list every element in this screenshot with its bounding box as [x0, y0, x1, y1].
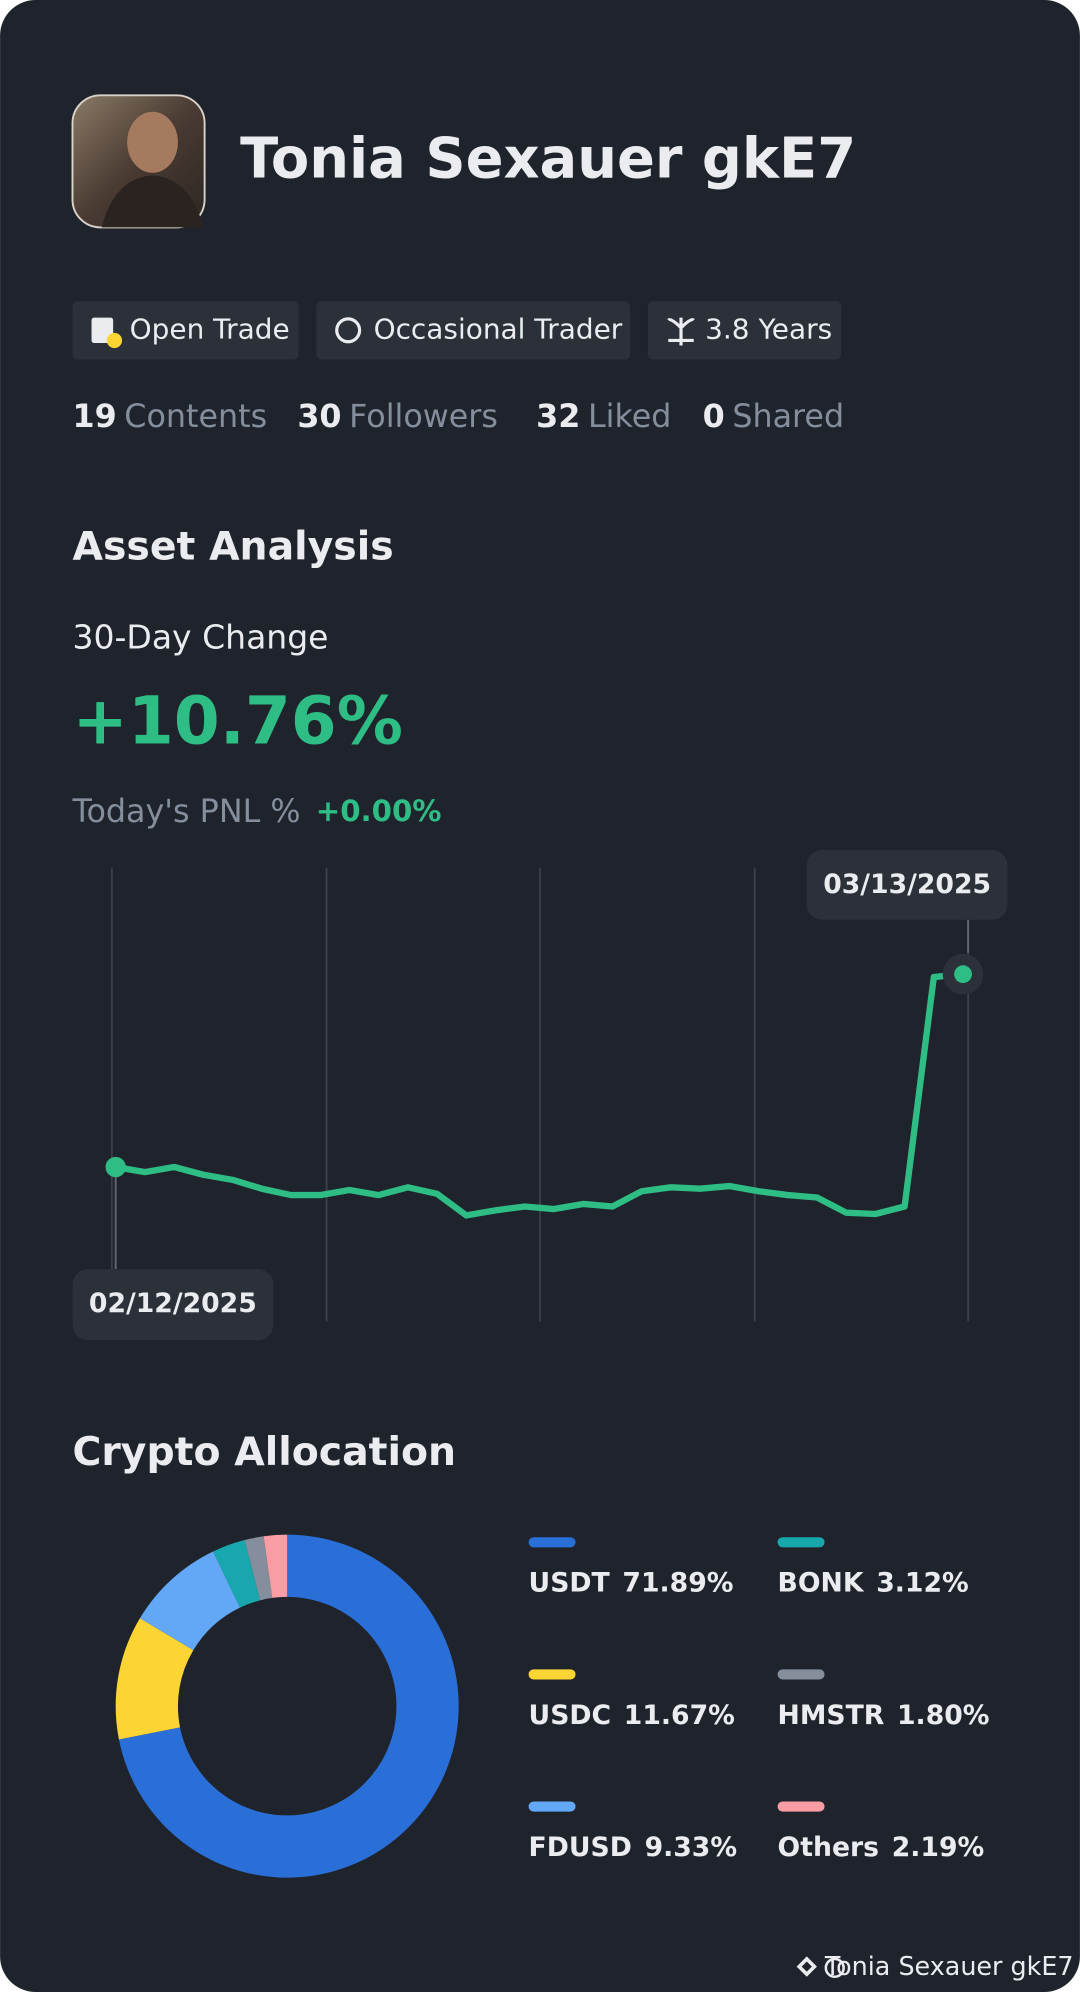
legend-swatch	[777, 1801, 825, 1812]
end-point	[954, 965, 972, 984]
donut-slice	[244, 1536, 273, 1601]
pnl-value: +0.00%	[316, 794, 442, 828]
section-title: Crypto Allocation	[72, 1429, 456, 1475]
legend-label: BONK	[778, 1568, 865, 1599]
avatar-body	[101, 175, 204, 228]
profile-name: Tonia Sexauer gkE7	[240, 127, 856, 192]
change-value: +10.76%	[72, 682, 402, 759]
logo	[796, 1956, 817, 1977]
legend-swatch	[777, 1537, 825, 1548]
legend-value: 9.33%	[645, 1832, 737, 1863]
tag-icon	[667, 317, 695, 346]
change-label: 30-Day Change	[72, 618, 328, 657]
legend-value: 2.19%	[892, 1832, 984, 1863]
tag-label: 3.8 Years	[705, 312, 832, 345]
stat-value: 30	[297, 399, 341, 435]
tag-icon	[106, 332, 123, 349]
watermark: Tonia Sexauer gkE7	[824, 1951, 1074, 1981]
donut-slice	[213, 1540, 261, 1608]
stat-value: 19	[72, 399, 116, 435]
date-label: 03/13/2025	[823, 869, 991, 900]
stat-value: 32	[536, 399, 580, 435]
date-label: 02/12/2025	[89, 1288, 257, 1319]
legend-value: 11.67%	[624, 1700, 735, 1731]
legend-label: USDC	[529, 1700, 612, 1731]
legend-value: 1.80%	[897, 1700, 989, 1731]
start-point	[105, 1156, 126, 1178]
tag-icon	[91, 317, 114, 344]
legend-label: FDUSD	[529, 1832, 632, 1863]
legend-value: 71.89%	[622, 1568, 733, 1599]
tag	[316, 301, 631, 360]
legend-value: 3.12%	[876, 1568, 968, 1599]
series-line	[112, 970, 967, 1219]
section-title: Asset Analysis	[72, 523, 393, 569]
line-chart: 02/12/2025 03/13/2025	[72, 849, 1008, 1341]
donut-slice	[139, 1551, 240, 1651]
tooltip	[806, 849, 1008, 920]
legend-label: USDT	[529, 1568, 611, 1599]
legend-swatch	[528, 1537, 576, 1548]
stat-label: Followers	[349, 399, 498, 435]
stat-label: Contents	[124, 399, 267, 435]
donut-slice	[115, 1618, 194, 1740]
legend-swatch	[528, 1669, 576, 1680]
tag-label: Occasional Trader	[374, 312, 623, 345]
tag	[72, 301, 299, 360]
stats: 19 Contents 30 Followers 32 Liked 0 Shared	[72, 399, 844, 435]
tag	[647, 301, 842, 360]
stat-label: Shared	[732, 399, 844, 435]
tag-icon	[335, 317, 362, 344]
tag-label: Open Trade	[130, 312, 290, 345]
watermark-icon	[824, 1957, 845, 1979]
legend-swatch	[777, 1669, 825, 1680]
donut-slice	[118, 1534, 459, 1878]
legend-swatch	[528, 1801, 576, 1812]
donut-slice	[263, 1534, 288, 1598]
tooltip	[72, 1269, 274, 1341]
legend-label: Others	[778, 1832, 879, 1863]
donut-chart: USDT 71.89% USDC 11.67% FDUSD 9.33% BONK 3.12% H…	[115, 1534, 990, 1878]
legend-label: HMSTR	[778, 1700, 885, 1731]
stat-value: 0	[703, 399, 725, 435]
chart-guides	[110, 867, 970, 1322]
pnl-label: Today's PNL %	[71, 794, 300, 830]
stat-label: Liked	[588, 399, 671, 435]
avatar-face	[127, 111, 178, 173]
